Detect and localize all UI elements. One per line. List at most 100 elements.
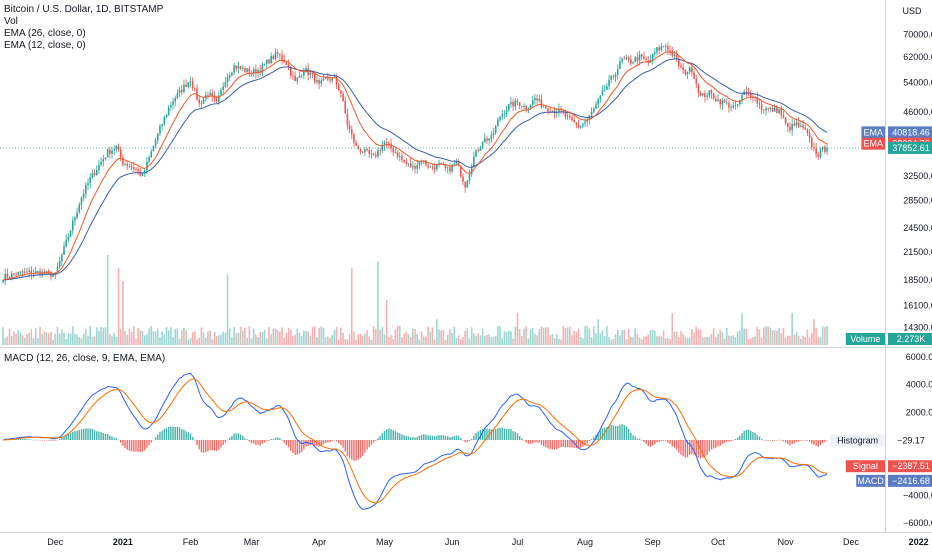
volume-bar <box>560 339 562 345</box>
volume-bar <box>547 327 549 345</box>
histogram-bar <box>362 440 364 456</box>
histogram-bar <box>453 436 455 440</box>
volume-bar <box>228 328 231 345</box>
candle <box>381 140 384 153</box>
histogram-bar <box>305 440 307 447</box>
histogram-bar <box>508 428 510 440</box>
volume-bar <box>640 339 643 345</box>
candle <box>592 106 595 114</box>
candle <box>191 77 194 92</box>
candle <box>514 98 517 111</box>
histogram-bar <box>207 440 209 452</box>
candle <box>477 148 480 153</box>
volume-bar <box>289 329 292 345</box>
candle <box>630 54 632 66</box>
volume-bar <box>359 333 362 345</box>
histogram-bar <box>200 440 203 453</box>
volume-bar <box>686 338 689 345</box>
volume-bar <box>760 337 763 345</box>
volume-bar <box>660 336 663 345</box>
histogram-bar <box>233 433 235 440</box>
histogram-bar <box>383 430 386 440</box>
histogram-bar <box>723 440 726 443</box>
histogram-bar <box>499 427 501 440</box>
candle <box>412 160 414 172</box>
candle <box>235 65 238 72</box>
candle <box>122 154 124 167</box>
volume-bar <box>715 336 717 345</box>
histogram-bar <box>117 439 120 441</box>
volume-bar <box>4 338 6 345</box>
time-tick-label: Aug <box>577 537 593 547</box>
histogram-bar <box>163 428 166 440</box>
histogram-bar <box>747 429 750 440</box>
volume-bar <box>810 333 813 345</box>
volume-bar <box>113 332 115 345</box>
volume-bar <box>276 330 279 345</box>
histogram-bar <box>316 440 318 447</box>
candle <box>379 147 381 156</box>
candle <box>675 50 678 62</box>
volume-bar <box>481 328 484 345</box>
candle <box>616 64 619 80</box>
volume-bar <box>353 331 355 345</box>
histogram-bar <box>632 435 634 440</box>
histogram-bar <box>368 440 370 448</box>
histogram-bar <box>739 435 741 440</box>
histogram-bar <box>318 440 320 447</box>
histogram-bar <box>45 440 48 441</box>
volume-bar <box>161 331 163 345</box>
candle <box>261 62 264 77</box>
volume-bar <box>649 330 652 345</box>
volume-bar <box>789 335 791 345</box>
candle <box>590 107 593 118</box>
candle <box>98 160 100 174</box>
volume-bar <box>492 337 495 345</box>
histogram-bar <box>292 440 294 453</box>
candle <box>538 94 541 103</box>
histogram-bar <box>510 429 512 440</box>
volume-bar <box>505 331 508 345</box>
volume-bar <box>274 328 277 345</box>
histogram-bar <box>390 429 392 440</box>
histogram-bar <box>542 440 545 446</box>
volume-bar <box>296 328 299 345</box>
candle <box>601 85 604 96</box>
price-tick-label: 14300.00 <box>903 322 932 332</box>
histogram-bar <box>266 440 268 441</box>
volume-bar <box>15 333 17 345</box>
volume-layer <box>2 255 828 345</box>
volume-bar <box>717 334 719 345</box>
volume-bar <box>784 337 787 345</box>
volume-bar <box>656 336 658 345</box>
histogram-bar <box>486 428 488 440</box>
candle <box>115 145 118 153</box>
candle <box>113 144 115 156</box>
candle <box>728 100 730 113</box>
histogram-bar <box>566 440 569 448</box>
candle <box>586 117 589 127</box>
candle <box>82 189 85 202</box>
volume-bar <box>418 339 421 345</box>
volume-bar <box>396 325 399 345</box>
candle <box>819 147 822 159</box>
candle <box>265 59 268 69</box>
histogram-bar <box>372 440 375 443</box>
volume-bar <box>719 329 722 345</box>
volume-bar <box>562 325 565 345</box>
volume-bar <box>370 339 373 345</box>
histogram-bar <box>257 440 259 445</box>
ema12-line <box>2 51 828 281</box>
volume-bar <box>771 330 774 345</box>
candle <box>710 88 713 99</box>
price-tick-label: 70000.00 <box>903 30 932 40</box>
candle <box>50 270 52 281</box>
candle <box>584 118 586 127</box>
histogram-bar <box>736 437 739 440</box>
volume-bar <box>191 331 194 345</box>
volume-bar <box>377 261 379 345</box>
histogram-bar <box>159 431 161 440</box>
histogram-bar <box>553 440 556 450</box>
